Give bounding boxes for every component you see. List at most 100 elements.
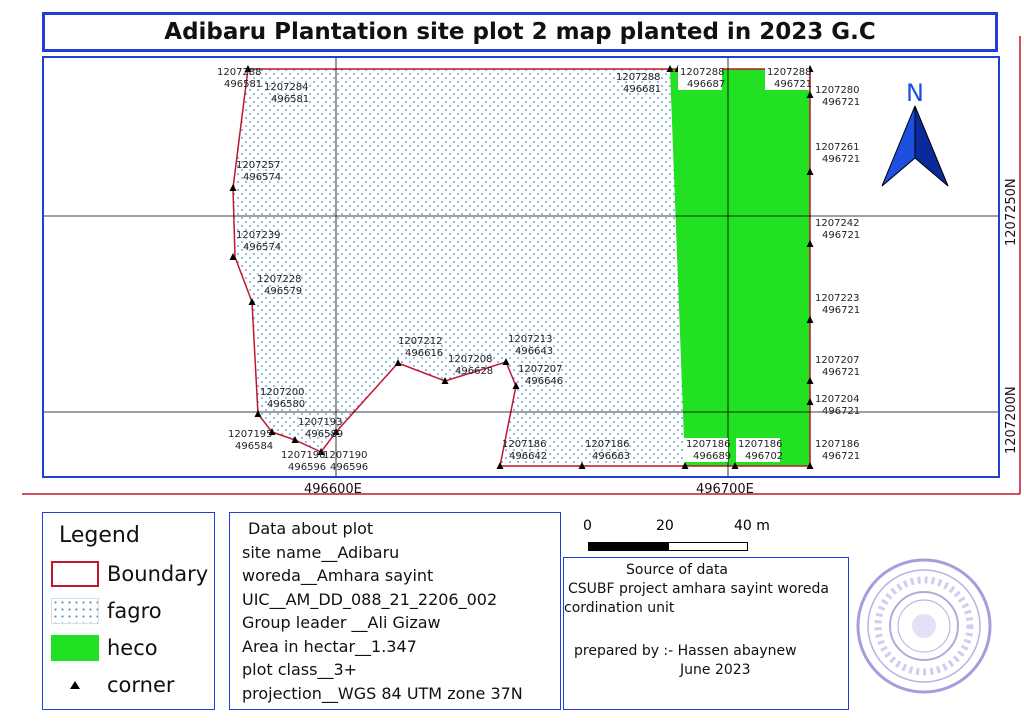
corner-label-northing: 1207204 <box>815 394 860 405</box>
corner-label-easting: 496584 <box>235 441 273 452</box>
corner-label-easting: 496721 <box>822 230 860 241</box>
prepared-by: prepared by :- Hassen abaynew <box>574 643 797 659</box>
corner-marker <box>806 316 814 323</box>
corner-label-northing: 1207195 <box>228 429 273 440</box>
official-seal-stamp <box>856 558 992 694</box>
corner-label-northing: 1207207 <box>815 355 860 366</box>
corner-marker <box>248 298 256 305</box>
corner-label-northing: 1207284 <box>264 82 309 93</box>
plot-info-area: Area in hectar__1.347 <box>242 636 417 656</box>
corner-marker <box>806 398 814 405</box>
legend-item-boundary: Boundary <box>51 561 208 587</box>
corner-marker <box>731 462 739 469</box>
corner-label-easting: 496628 <box>455 366 493 377</box>
corner-marker <box>496 462 504 469</box>
scale-bar: 0 20 40 m <box>580 518 780 558</box>
legend-item-fagro: fagro <box>51 598 162 624</box>
corner-label-easting: 496589 <box>305 429 343 440</box>
corner-label-northing: 1207208 <box>448 354 493 365</box>
corner-label-easting: 496687 <box>687 79 725 90</box>
corner-markers <box>229 65 814 469</box>
legend-label: Boundary <box>107 562 209 586</box>
corner-label-easting: 496643 <box>515 346 553 357</box>
scale-segment-light <box>668 542 748 551</box>
heco-area <box>670 69 810 466</box>
source-heading: Source of data <box>626 562 729 578</box>
corner-marker <box>806 462 814 469</box>
corner-label-easting: 496596 <box>288 462 326 473</box>
north-arrow-icon: N <box>881 79 949 187</box>
corner-label-easting: 496580 <box>267 399 305 410</box>
legend-panel: Legend Boundary fagro heco corner <box>42 512 215 710</box>
corner-label-northing: 1207212 <box>398 336 443 347</box>
corner-label-northing: 1207186 <box>738 439 783 450</box>
label-background <box>678 66 722 90</box>
grid-label-x-496700: 496700E <box>696 482 754 497</box>
corner-label-northing: 1207261 <box>815 142 860 153</box>
corner-label-northing: 1207213 <box>508 334 553 345</box>
fagro-area <box>233 69 685 466</box>
corner-marker <box>229 184 237 191</box>
corner-label-easting: 496721 <box>822 367 860 378</box>
corner-label-northing: 1207200 <box>260 387 305 398</box>
corner-label-northing: 1207190 <box>323 450 368 461</box>
corner-label-northing: 1207186 <box>686 439 731 450</box>
corner-label-northing: 1207288 <box>767 67 812 78</box>
north-label: N <box>906 79 924 107</box>
scale-segment-dark <box>588 542 670 551</box>
corner-label-northing: 1207207 <box>518 364 563 375</box>
corner-label-northing: 1207239 <box>236 230 281 241</box>
corner-label-northing: 1207186 <box>815 439 860 450</box>
plot-info-heading: Data about plot <box>248 519 374 538</box>
map-title: Adibaru Plantation site plot 2 map plant… <box>164 19 876 45</box>
plot-info-panel: Data about plot site name__Adibaru wored… <box>229 512 561 710</box>
corner-swatch <box>51 672 99 698</box>
corner-marker <box>806 91 814 98</box>
corner-label-northing: 1207288 <box>680 67 725 78</box>
corner-label-easting: 496579 <box>264 286 302 297</box>
legend-label: fagro <box>107 599 162 623</box>
corner-marker <box>244 65 252 72</box>
legend-label: heco <box>107 636 158 660</box>
corner-label-easting: 496721 <box>822 97 860 108</box>
corner-label-easting: 496721 <box>822 154 860 165</box>
corner-marker <box>806 168 814 175</box>
triangle-icon <box>70 681 80 689</box>
label-background <box>684 438 728 462</box>
corner-marker <box>578 462 586 469</box>
label-background <box>765 66 809 90</box>
corner-label-northing: 1207186 <box>502 439 547 450</box>
corner-label-northing: 1207242 <box>815 218 860 229</box>
corner-label-easting: 496721 <box>774 79 812 90</box>
legend-item-heco: heco <box>51 635 158 661</box>
corner-label-northing: 1207288 <box>217 67 262 78</box>
corner-marker <box>229 253 237 260</box>
corner-marker <box>254 410 262 417</box>
source-line2: cordination unit <box>564 600 675 616</box>
corner-marker <box>317 448 325 455</box>
corner-marker <box>666 65 674 72</box>
label-background <box>736 438 780 462</box>
corner-label-easting: 496646 <box>525 376 563 387</box>
corner-label-easting: 496581 <box>224 79 262 90</box>
legend-item-corner: corner <box>51 672 175 698</box>
scale-tick-label: 0 <box>583 518 592 534</box>
map-frame <box>42 56 1000 478</box>
corner-label-easting: 496721 <box>822 406 860 417</box>
corner-marker <box>806 240 814 247</box>
corner-label-easting: 496681 <box>623 84 661 95</box>
fagro-swatch <box>51 598 99 624</box>
corner-label-northing: 1207228 <box>257 274 302 285</box>
corner-label-easting: 496721 <box>822 305 860 316</box>
grid-label-y-1207250: 1207250N <box>1004 178 1019 246</box>
corner-label-northing: 1207223 <box>815 293 860 304</box>
corner-label-easting: 496642 <box>509 451 547 462</box>
heco-swatch <box>51 635 99 661</box>
corner-label-easting: 496581 <box>271 94 309 105</box>
corner-label-easting: 496663 <box>592 451 630 462</box>
corner-label-easting: 496702 <box>745 451 783 462</box>
corner-label-easting: 496574 <box>243 242 281 253</box>
corner-marker <box>291 436 299 443</box>
